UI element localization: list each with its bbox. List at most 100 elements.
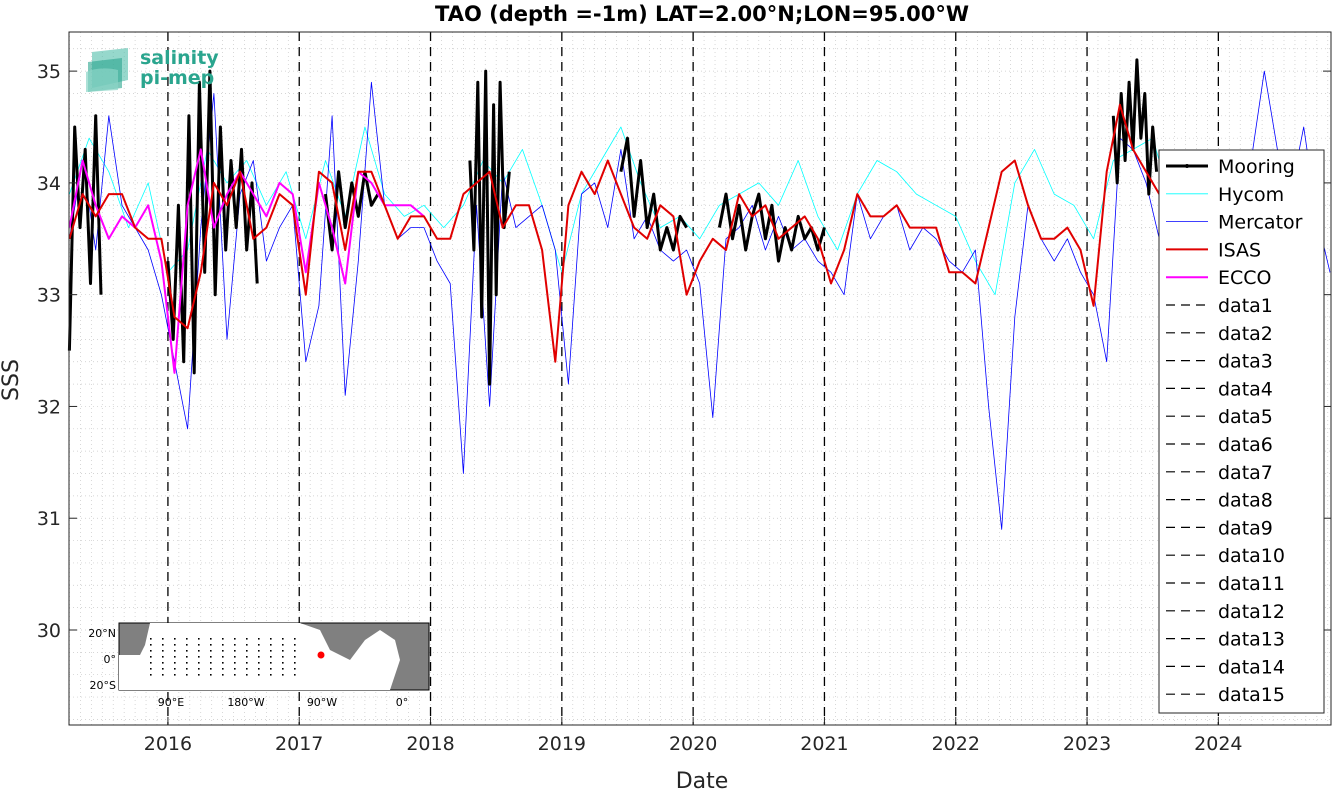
x-tick-label: 2018 [406,733,454,755]
mooring-dot [162,644,164,646]
mooring-dot [210,668,212,670]
mooring-dot [174,668,176,670]
legend-label-mercator: Mercator [1218,212,1303,234]
mooring-dot [246,656,248,658]
mooring-dot [258,656,260,658]
series-mooring-segment-1 [166,69,259,375]
mooring-dot [162,656,164,658]
mooring-dot [150,650,152,652]
mooring-dot [222,668,224,670]
plot-area-border [68,31,1332,726]
mooring-dot [258,668,260,670]
mooring-dot [186,650,188,652]
legend-label-data2: data2 [1218,323,1273,345]
x-ticks: 2016 2017 2018 2019 2020 2021 2022 2023 2024 [144,717,1243,755]
mooring-dot [234,650,236,652]
mooring-dot [210,638,212,640]
mooring-dot [150,656,152,658]
mooring-dot [174,662,176,664]
indian-ocean-shape [119,655,150,690]
legend-label-data3: data3 [1218,351,1273,373]
x-tick-label: 2021 [800,733,848,755]
series-mooring-segment-4 [619,136,688,252]
mooring-dot [270,638,272,640]
legend-label-data6: data6 [1218,434,1273,456]
series-layer [67,58,1331,530]
mooring-dot [222,662,224,664]
mooring-dot [258,674,260,676]
mooring-dot [186,656,188,658]
legend-label-data5: data5 [1218,406,1273,428]
y-ticks: 30 31 32 33 34 35 [37,61,1331,642]
mooring-dot [282,674,284,676]
mooring-dot [210,650,212,652]
series-mooring-segment-2 [324,170,380,252]
legend-label-data4: data4 [1218,378,1273,400]
mooring-dot [162,668,164,670]
chart-title: TAO (depth =-1m) LAT=2.00°N;LON=95.00°W [435,2,969,26]
mooring-dot [270,644,272,646]
legend-label-mooring: Mooring [1218,156,1295,178]
mooring-dot [162,662,164,664]
mooring-dot [222,644,224,646]
logo-line1: salinity [140,47,219,69]
y-tick-label: 33 [37,285,61,307]
mooring-dot [198,656,200,658]
y-tick-label: 31 [37,508,61,530]
legend-label-hycom: Hycom [1218,184,1284,206]
map-lon-label-180w: 180°W [227,696,264,709]
mooring-dot [210,674,212,676]
mooring-dot [198,674,200,676]
mooring-dot [198,650,200,652]
mooring-dot [270,674,272,676]
mooring-dot [174,644,176,646]
mooring-dot [174,638,176,640]
logo-wave-icon [86,48,128,92]
mooring-dot [294,662,296,664]
mooring-dot [234,638,236,640]
x-axis-label: Date [676,769,729,790]
y-tick-label: 34 [37,173,61,195]
map-lat-label-eq: 0° [104,653,117,666]
mooring-dot [150,674,152,676]
x-tick-label: 2020 [669,733,717,755]
mooring-dot [186,638,188,640]
legend-label-data7: data7 [1218,462,1273,484]
mooring-dot [246,644,248,646]
mooring-dot [210,644,212,646]
logo-line2: pi-mep [140,67,214,89]
mooring-dot [186,674,188,676]
mooring-dot [210,662,212,664]
mooring-dot [222,638,224,640]
inset-map: 20°N 0° 20°S 90°E 180°W 90°W 0° [88,622,430,709]
mooring-dot [282,650,284,652]
legend-marker-mooring [1185,164,1189,168]
mooring-dot [246,674,248,676]
mooring-dot [294,644,296,646]
mooring-dot [198,662,200,664]
mooring-dot [270,656,272,658]
map-lon-label-90w: 90°W [307,696,337,709]
series-ecco-line [68,148,425,374]
legend-label-data1: data1 [1218,295,1273,317]
series-mooring-segment-0 [67,114,103,351]
x-tick-label: 2016 [144,733,192,755]
mooring-dot [246,662,248,664]
legend-label-data8: data8 [1218,490,1273,512]
mooring-dot [294,638,296,640]
mooring-dot [186,668,188,670]
legend-label-data11: data11 [1218,573,1285,595]
mooring-dot [186,662,188,664]
mooring-dot [150,662,152,664]
mooring-dot [150,644,152,646]
mooring-dot [282,662,284,664]
series-isas-line [68,103,1161,363]
mooring-dots [150,638,296,676]
mooring-dot [282,656,284,658]
mooring-dot [222,650,224,652]
legend-label-isas: ISAS [1218,239,1261,261]
mooring-dot [294,650,296,652]
mooring-dot [150,668,152,670]
y-axis-label: SSS [0,359,24,401]
